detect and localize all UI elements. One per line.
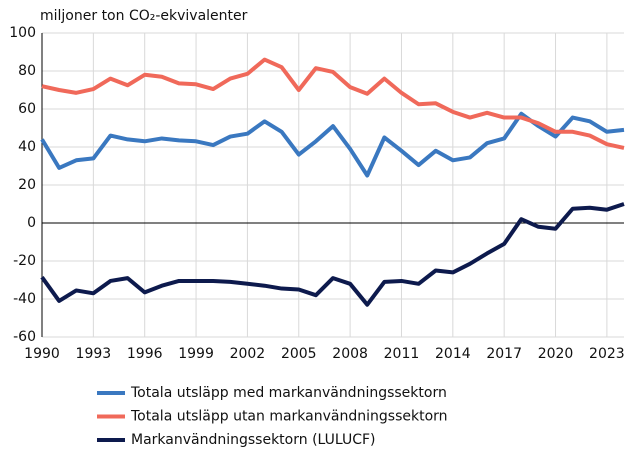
y-tick-label: 40 — [18, 139, 36, 155]
x-tick-label: 1999 — [178, 346, 214, 362]
y-tick-label: 60 — [18, 101, 36, 117]
y-tick-label: 20 — [18, 177, 36, 193]
y-tick-label: 100 — [9, 25, 36, 41]
x-tick-label: 2017 — [486, 346, 522, 362]
y-tick-label: 80 — [18, 63, 36, 79]
x-tick-label: 2014 — [435, 346, 471, 362]
legend-label: Totala utsläpp med markanvändningssektor… — [130, 385, 447, 401]
y-tick-label: -40 — [13, 291, 36, 307]
y-tick-label: 0 — [27, 215, 36, 231]
x-tick-label: 2020 — [538, 346, 574, 362]
x-tick-label: 1993 — [76, 346, 112, 362]
x-tick-label: 1990 — [24, 346, 60, 362]
x-tick-label: 1996 — [127, 346, 163, 362]
x-tick-label: 2005 — [281, 346, 317, 362]
chart-title: miljoner ton CO₂-ekvivalenter — [40, 8, 248, 24]
legend-label: Totala utsläpp utan markanvändningssekto… — [130, 409, 448, 425]
series-line — [40, 202, 625, 307]
x-tick-label: 2008 — [332, 346, 368, 362]
y-tick-label: -20 — [13, 253, 36, 269]
x-tick-label: 2011 — [384, 346, 420, 362]
series-line — [41, 57, 625, 150]
x-tick-label: 2023 — [589, 346, 625, 362]
legend-label: Markanvändningssektorn (LULUCF) — [131, 432, 376, 448]
y-tick-label: -60 — [13, 329, 36, 345]
x-tick-label: 2002 — [230, 346, 266, 362]
